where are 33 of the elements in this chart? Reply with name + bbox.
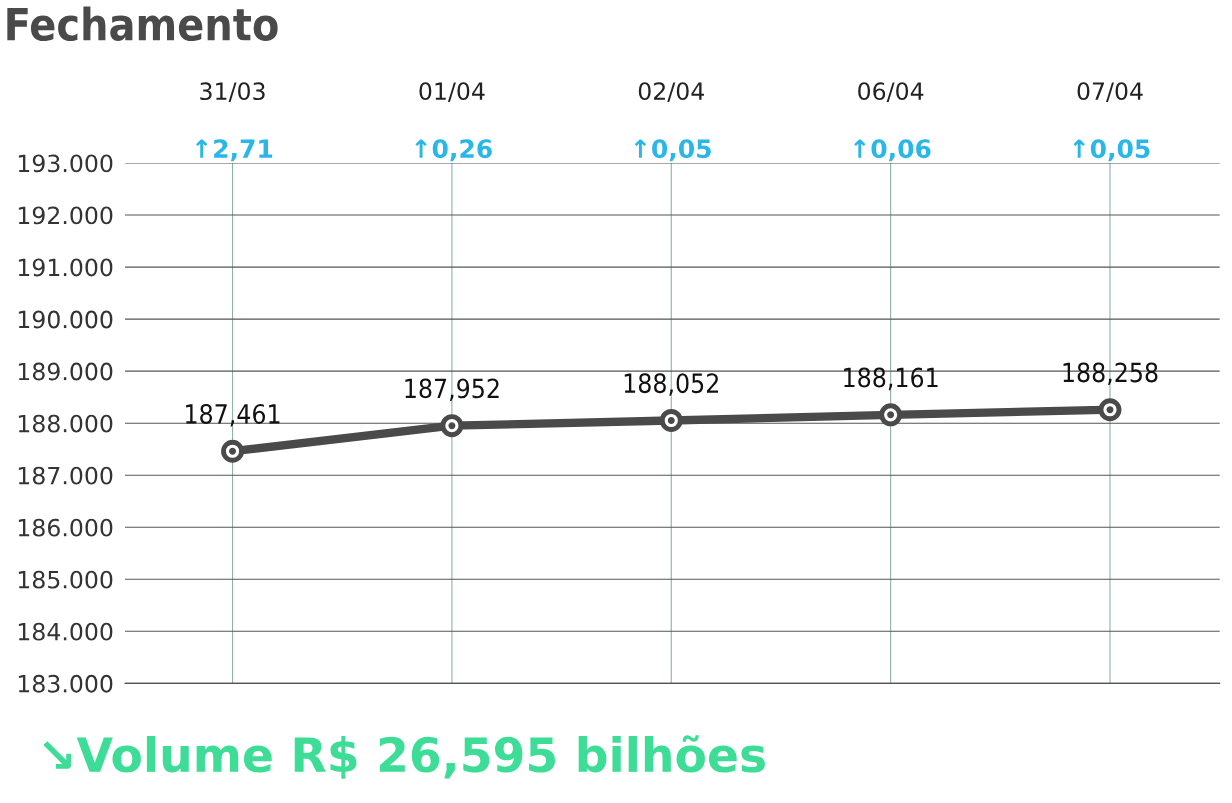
x-tick-label: 01/04	[419, 82, 485, 102]
text: ↑0,26	[415, 139, 492, 162]
y-tick-label: 193.000	[18, 154, 113, 173]
point	[879, 403, 903, 427]
y-tick-label: 187.000	[18, 466, 113, 485]
y-tick-label: 188.000	[18, 414, 113, 433]
y-tick-label: 186.000	[18, 518, 113, 537]
annotation: 188,052	[624, 373, 718, 396]
point	[659, 409, 683, 432]
point	[221, 439, 244, 463]
annotation: 187,952	[405, 378, 499, 402]
text: ↑0,05	[634, 139, 711, 162]
y-tick-label: 183.000	[18, 674, 113, 693]
y-tick-label: 191.000	[18, 258, 113, 277]
y-tick-label: 184.000	[18, 622, 113, 641]
x-tick-label: 31/03	[200, 82, 265, 102]
y-tick-label: 190.000	[18, 310, 113, 329]
text: ↑2,71	[196, 139, 273, 162]
x-tick-label: 02/04	[638, 82, 704, 102]
y-tick-label: 192.000	[18, 206, 113, 225]
text: ↘Volume R$ 26,595 bilhões	[43, 735, 765, 779]
y-tick-label: 185.000	[18, 570, 113, 589]
y-tick-label: 189.000	[18, 362, 113, 381]
chart-title: Fechamento	[7, 6, 278, 41]
annotation: 188,161	[844, 367, 938, 391]
annotation: 187,461	[186, 403, 280, 427]
text: ↑0,06	[854, 139, 931, 162]
point	[1098, 398, 1122, 422]
annotation: 188,258	[1063, 362, 1158, 386]
x-tick-label: 06/04	[858, 82, 924, 102]
point	[440, 414, 464, 438]
x-tick-label: 07/04	[1077, 82, 1143, 102]
text: ↑0,05	[1073, 139, 1150, 162]
